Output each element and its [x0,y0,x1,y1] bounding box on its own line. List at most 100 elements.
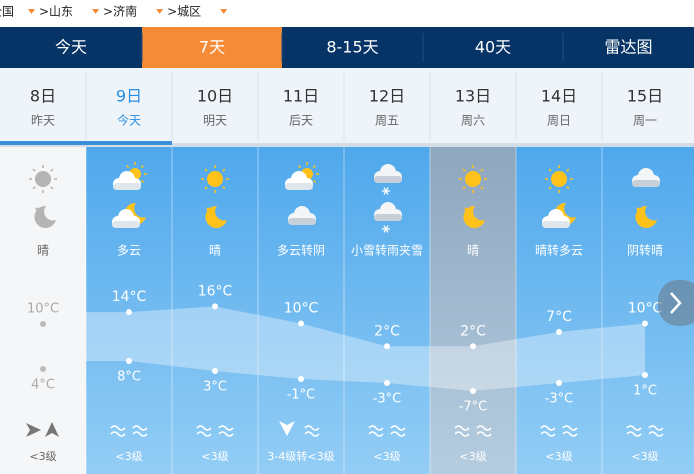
sun-ray [222,186,226,190]
sun-disc [465,171,481,187]
moon-icon [635,205,657,228]
low-dot [298,376,304,382]
tab[interactable]: 7天 [199,38,225,57]
high-temp: 10°C [628,301,663,317]
wind-arrow [26,423,41,437]
day-label: 周日 [547,114,571,128]
sun-ray [462,168,466,172]
active-tab-bg [142,27,282,68]
low-dot [40,366,46,372]
high-temp: 2°C [374,323,400,339]
wind-wave [540,425,556,431]
day-date: 9日 [116,87,142,106]
moon-icon [205,205,227,228]
next-button[interactable] [658,280,694,326]
moon-icon [34,205,56,228]
temperature-band [86,306,645,391]
weather-text: 阴转晴 [627,243,663,258]
tab[interactable]: 今天 [55,38,87,57]
high-temp: 10°C [27,302,59,317]
wind-text: <3级 [459,450,486,463]
day-date: 10日 [197,87,233,106]
day-label: 周五 [375,114,399,128]
high-dot [384,343,390,350]
day-label: 周六 [461,114,485,128]
cloud-base [632,180,660,187]
low-temp: 3°C [203,380,227,395]
day-date: 8日 [30,87,56,106]
wind-wave [196,425,212,431]
weather-text: 晴 [209,244,221,258]
days-row-border [0,143,694,147]
wind-wave [454,431,470,437]
breadcrumb-link[interactable]: >山东 [39,5,73,19]
wind-wave [476,425,492,431]
low-dot [470,388,476,394]
cloud-icon [374,202,402,221]
low-dot [126,358,132,364]
wind-wave [368,425,384,431]
wind-wave [476,431,492,437]
days-row [0,68,694,143]
breadcrumb-link[interactable]: 全国 [0,4,14,19]
cloud-icon [285,171,313,190]
high-dot [556,329,562,336]
sun-icon [459,165,487,193]
high-dot [642,320,648,327]
wind-text: <3级 [373,450,400,463]
sun-ray [140,179,145,184]
sun-ray [566,186,570,190]
sun-ray [140,164,145,169]
day-label: 明天 [203,114,227,128]
cloud-base [374,176,402,183]
high-dot [40,321,46,327]
high-dot [470,343,476,350]
breadcrumb-link[interactable]: >济南 [103,4,137,19]
cloud-base [285,183,313,190]
low-temp: 1°C [633,384,657,399]
wind-wave [390,425,406,431]
breadcrumb-link[interactable]: >城区 [167,5,201,19]
tab[interactable]: 8-15天 [326,38,378,57]
low-temp: -3°C [373,392,402,407]
sun-ray [125,164,130,169]
low-dot [212,368,218,374]
high-temp: 10°C [284,301,319,317]
day-label: 周一 [633,114,657,128]
sun-ray [32,168,36,172]
wind-arrow [279,421,295,436]
low-temp: -1°C [287,388,316,403]
tab-bar [0,27,694,68]
wind-text: <3级 [631,450,658,463]
cloud-base [288,218,316,225]
tab[interactable]: 雷达图 [604,38,652,57]
day-label: 后天 [289,114,313,128]
sun-icon [545,165,573,193]
sun-icon [29,165,57,193]
weather-text: 小雪转雨夹雪 [351,243,423,258]
cloud-base [374,214,402,221]
day-date: 14日 [541,87,577,106]
snowflake [383,225,389,233]
high-temp: 7°C [546,309,572,325]
dropdown-arrow [28,9,36,14]
low-dot [384,380,390,386]
high-temp: 14°C [112,289,147,305]
moon-icon [463,205,485,228]
star [206,207,210,211]
sun-ray [204,168,208,172]
low-dot [556,380,562,386]
dropdown-arrow [220,9,228,14]
dropdown-arrow [156,9,164,14]
wind-wave [132,425,148,431]
weather-text: 晴 [467,244,479,258]
next-chevron [670,292,682,314]
tab[interactable]: 40天 [475,38,511,57]
wind-wave [648,425,664,431]
sun-icon [201,165,229,193]
weather-text: 晴转多云 [535,243,583,258]
cloud-base [542,221,570,228]
wind-wave [304,431,320,437]
wind-wave [196,431,212,437]
